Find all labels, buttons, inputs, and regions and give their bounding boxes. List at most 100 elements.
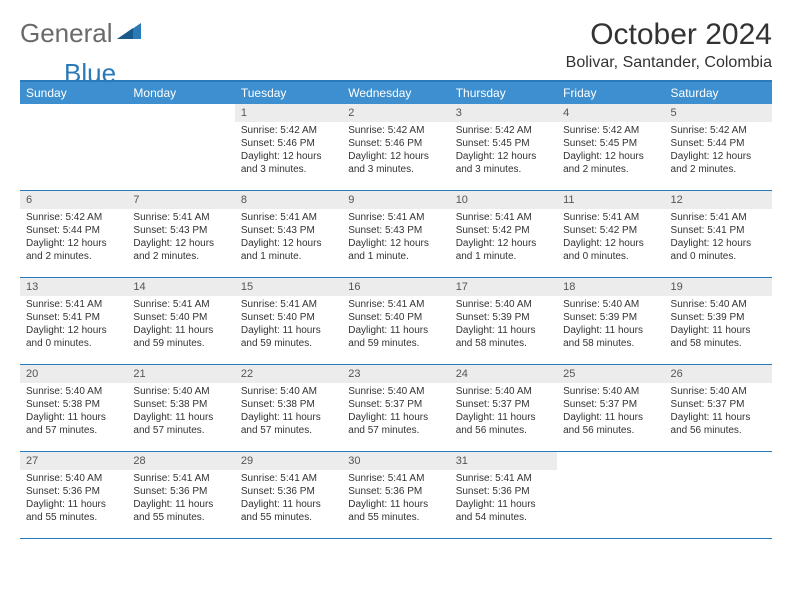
day-number: 10 — [450, 191, 557, 209]
day-number: 8 — [235, 191, 342, 209]
calendar-cell: 17Sunrise: 5:40 AMSunset: 5:39 PMDayligh… — [450, 278, 557, 364]
logo: General — [20, 18, 145, 49]
logo-text-general: General — [20, 18, 113, 49]
calendar-cell: 23Sunrise: 5:40 AMSunset: 5:37 PMDayligh… — [342, 365, 449, 451]
day-number: 2 — [342, 104, 449, 122]
day-details: Sunrise: 5:42 AMSunset: 5:46 PMDaylight:… — [342, 122, 449, 180]
day-number: 23 — [342, 365, 449, 383]
calendar-cell: 11Sunrise: 5:41 AMSunset: 5:42 PMDayligh… — [557, 191, 664, 277]
day-details: Sunrise: 5:40 AMSunset: 5:39 PMDaylight:… — [450, 296, 557, 354]
day-header: Saturday — [665, 82, 772, 104]
calendar-cell: 2Sunrise: 5:42 AMSunset: 5:46 PMDaylight… — [342, 104, 449, 190]
day-details: Sunrise: 5:40 AMSunset: 5:38 PMDaylight:… — [127, 383, 234, 441]
calendar-cell: 16Sunrise: 5:41 AMSunset: 5:40 PMDayligh… — [342, 278, 449, 364]
calendar-cell: 7Sunrise: 5:41 AMSunset: 5:43 PMDaylight… — [127, 191, 234, 277]
calendar-cell: 9Sunrise: 5:41 AMSunset: 5:43 PMDaylight… — [342, 191, 449, 277]
day-details: Sunrise: 5:40 AMSunset: 5:37 PMDaylight:… — [665, 383, 772, 441]
calendar-cell: 6Sunrise: 5:42 AMSunset: 5:44 PMDaylight… — [20, 191, 127, 277]
day-details: Sunrise: 5:42 AMSunset: 5:45 PMDaylight:… — [557, 122, 664, 180]
day-header: Friday — [557, 82, 664, 104]
day-details: Sunrise: 5:41 AMSunset: 5:36 PMDaylight:… — [342, 470, 449, 528]
calendar-cell: 20Sunrise: 5:40 AMSunset: 5:38 PMDayligh… — [20, 365, 127, 451]
day-number: 13 — [20, 278, 127, 296]
day-number: 30 — [342, 452, 449, 470]
day-number: 17 — [450, 278, 557, 296]
calendar-cell: 24Sunrise: 5:40 AMSunset: 5:37 PMDayligh… — [450, 365, 557, 451]
title-block: October 2024 Bolivar, Santander, Colombi… — [566, 18, 772, 72]
day-number: 19 — [665, 278, 772, 296]
day-details: Sunrise: 5:41 AMSunset: 5:40 PMDaylight:… — [235, 296, 342, 354]
day-details: Sunrise: 5:42 AMSunset: 5:46 PMDaylight:… — [235, 122, 342, 180]
day-number: 12 — [665, 191, 772, 209]
calendar-cell: 27Sunrise: 5:40 AMSunset: 5:36 PMDayligh… — [20, 452, 127, 538]
week-row: 6Sunrise: 5:42 AMSunset: 5:44 PMDaylight… — [20, 191, 772, 278]
calendar-cell: 21Sunrise: 5:40 AMSunset: 5:38 PMDayligh… — [127, 365, 234, 451]
day-number: 25 — [557, 365, 664, 383]
day-details: Sunrise: 5:41 AMSunset: 5:41 PMDaylight:… — [20, 296, 127, 354]
day-number: 15 — [235, 278, 342, 296]
calendar-cell: 1Sunrise: 5:42 AMSunset: 5:46 PMDaylight… — [235, 104, 342, 190]
day-number: 7 — [127, 191, 234, 209]
day-number: 18 — [557, 278, 664, 296]
calendar-cell: 5Sunrise: 5:42 AMSunset: 5:44 PMDaylight… — [665, 104, 772, 190]
calendar: SundayMondayTuesdayWednesdayThursdayFrid… — [20, 80, 772, 539]
calendar-cell: 4Sunrise: 5:42 AMSunset: 5:45 PMDaylight… — [557, 104, 664, 190]
day-number: 31 — [450, 452, 557, 470]
calendar-cell: 12Sunrise: 5:41 AMSunset: 5:41 PMDayligh… — [665, 191, 772, 277]
calendar-cell: 15Sunrise: 5:41 AMSunset: 5:40 PMDayligh… — [235, 278, 342, 364]
day-details: Sunrise: 5:41 AMSunset: 5:43 PMDaylight:… — [235, 209, 342, 267]
calendar-cell: 26Sunrise: 5:40 AMSunset: 5:37 PMDayligh… — [665, 365, 772, 451]
logo-triangle-icon — [117, 21, 143, 46]
day-details: Sunrise: 5:40 AMSunset: 5:39 PMDaylight:… — [665, 296, 772, 354]
day-details: Sunrise: 5:40 AMSunset: 5:39 PMDaylight:… — [557, 296, 664, 354]
day-details: Sunrise: 5:40 AMSunset: 5:36 PMDaylight:… — [20, 470, 127, 528]
day-header: Wednesday — [342, 82, 449, 104]
day-number: 11 — [557, 191, 664, 209]
calendar-cell: 31Sunrise: 5:41 AMSunset: 5:36 PMDayligh… — [450, 452, 557, 538]
calendar-cell: 18Sunrise: 5:40 AMSunset: 5:39 PMDayligh… — [557, 278, 664, 364]
day-number: 5 — [665, 104, 772, 122]
calendar-cell: 25Sunrise: 5:40 AMSunset: 5:37 PMDayligh… — [557, 365, 664, 451]
day-number: 22 — [235, 365, 342, 383]
day-number: 16 — [342, 278, 449, 296]
week-row: 13Sunrise: 5:41 AMSunset: 5:41 PMDayligh… — [20, 278, 772, 365]
day-details: Sunrise: 5:40 AMSunset: 5:37 PMDaylight:… — [450, 383, 557, 441]
day-number: 27 — [20, 452, 127, 470]
week-row: 1Sunrise: 5:42 AMSunset: 5:46 PMDaylight… — [20, 104, 772, 191]
day-number: 1 — [235, 104, 342, 122]
calendar-cell: 28Sunrise: 5:41 AMSunset: 5:36 PMDayligh… — [127, 452, 234, 538]
week-row: 27Sunrise: 5:40 AMSunset: 5:36 PMDayligh… — [20, 452, 772, 539]
day-number: 20 — [20, 365, 127, 383]
day-number: 21 — [127, 365, 234, 383]
day-details: Sunrise: 5:41 AMSunset: 5:42 PMDaylight:… — [557, 209, 664, 267]
day-header: Thursday — [450, 82, 557, 104]
day-number: 14 — [127, 278, 234, 296]
calendar-cell: 10Sunrise: 5:41 AMSunset: 5:42 PMDayligh… — [450, 191, 557, 277]
day-details: Sunrise: 5:41 AMSunset: 5:41 PMDaylight:… — [665, 209, 772, 267]
day-header-row: SundayMondayTuesdayWednesdayThursdayFrid… — [20, 82, 772, 104]
day-details: Sunrise: 5:40 AMSunset: 5:37 PMDaylight:… — [557, 383, 664, 441]
calendar-cell — [557, 452, 664, 538]
calendar-cell — [127, 104, 234, 190]
day-details: Sunrise: 5:40 AMSunset: 5:38 PMDaylight:… — [20, 383, 127, 441]
calendar-cell: 8Sunrise: 5:41 AMSunset: 5:43 PMDaylight… — [235, 191, 342, 277]
day-details: Sunrise: 5:42 AMSunset: 5:45 PMDaylight:… — [450, 122, 557, 180]
day-details: Sunrise: 5:41 AMSunset: 5:36 PMDaylight:… — [127, 470, 234, 528]
day-number: 28 — [127, 452, 234, 470]
day-details: Sunrise: 5:41 AMSunset: 5:36 PMDaylight:… — [235, 470, 342, 528]
day-details: Sunrise: 5:42 AMSunset: 5:44 PMDaylight:… — [20, 209, 127, 267]
day-number: 4 — [557, 104, 664, 122]
day-details: Sunrise: 5:41 AMSunset: 5:40 PMDaylight:… — [127, 296, 234, 354]
day-details: Sunrise: 5:42 AMSunset: 5:44 PMDaylight:… — [665, 122, 772, 180]
calendar-cell: 22Sunrise: 5:40 AMSunset: 5:38 PMDayligh… — [235, 365, 342, 451]
day-details: Sunrise: 5:41 AMSunset: 5:43 PMDaylight:… — [342, 209, 449, 267]
day-number: 3 — [450, 104, 557, 122]
day-details: Sunrise: 5:40 AMSunset: 5:38 PMDaylight:… — [235, 383, 342, 441]
day-header: Monday — [127, 82, 234, 104]
day-details: Sunrise: 5:41 AMSunset: 5:43 PMDaylight:… — [127, 209, 234, 267]
day-details: Sunrise: 5:41 AMSunset: 5:36 PMDaylight:… — [450, 470, 557, 528]
calendar-cell: 30Sunrise: 5:41 AMSunset: 5:36 PMDayligh… — [342, 452, 449, 538]
calendar-cell: 3Sunrise: 5:42 AMSunset: 5:45 PMDaylight… — [450, 104, 557, 190]
day-number: 29 — [235, 452, 342, 470]
calendar-cell: 29Sunrise: 5:41 AMSunset: 5:36 PMDayligh… — [235, 452, 342, 538]
